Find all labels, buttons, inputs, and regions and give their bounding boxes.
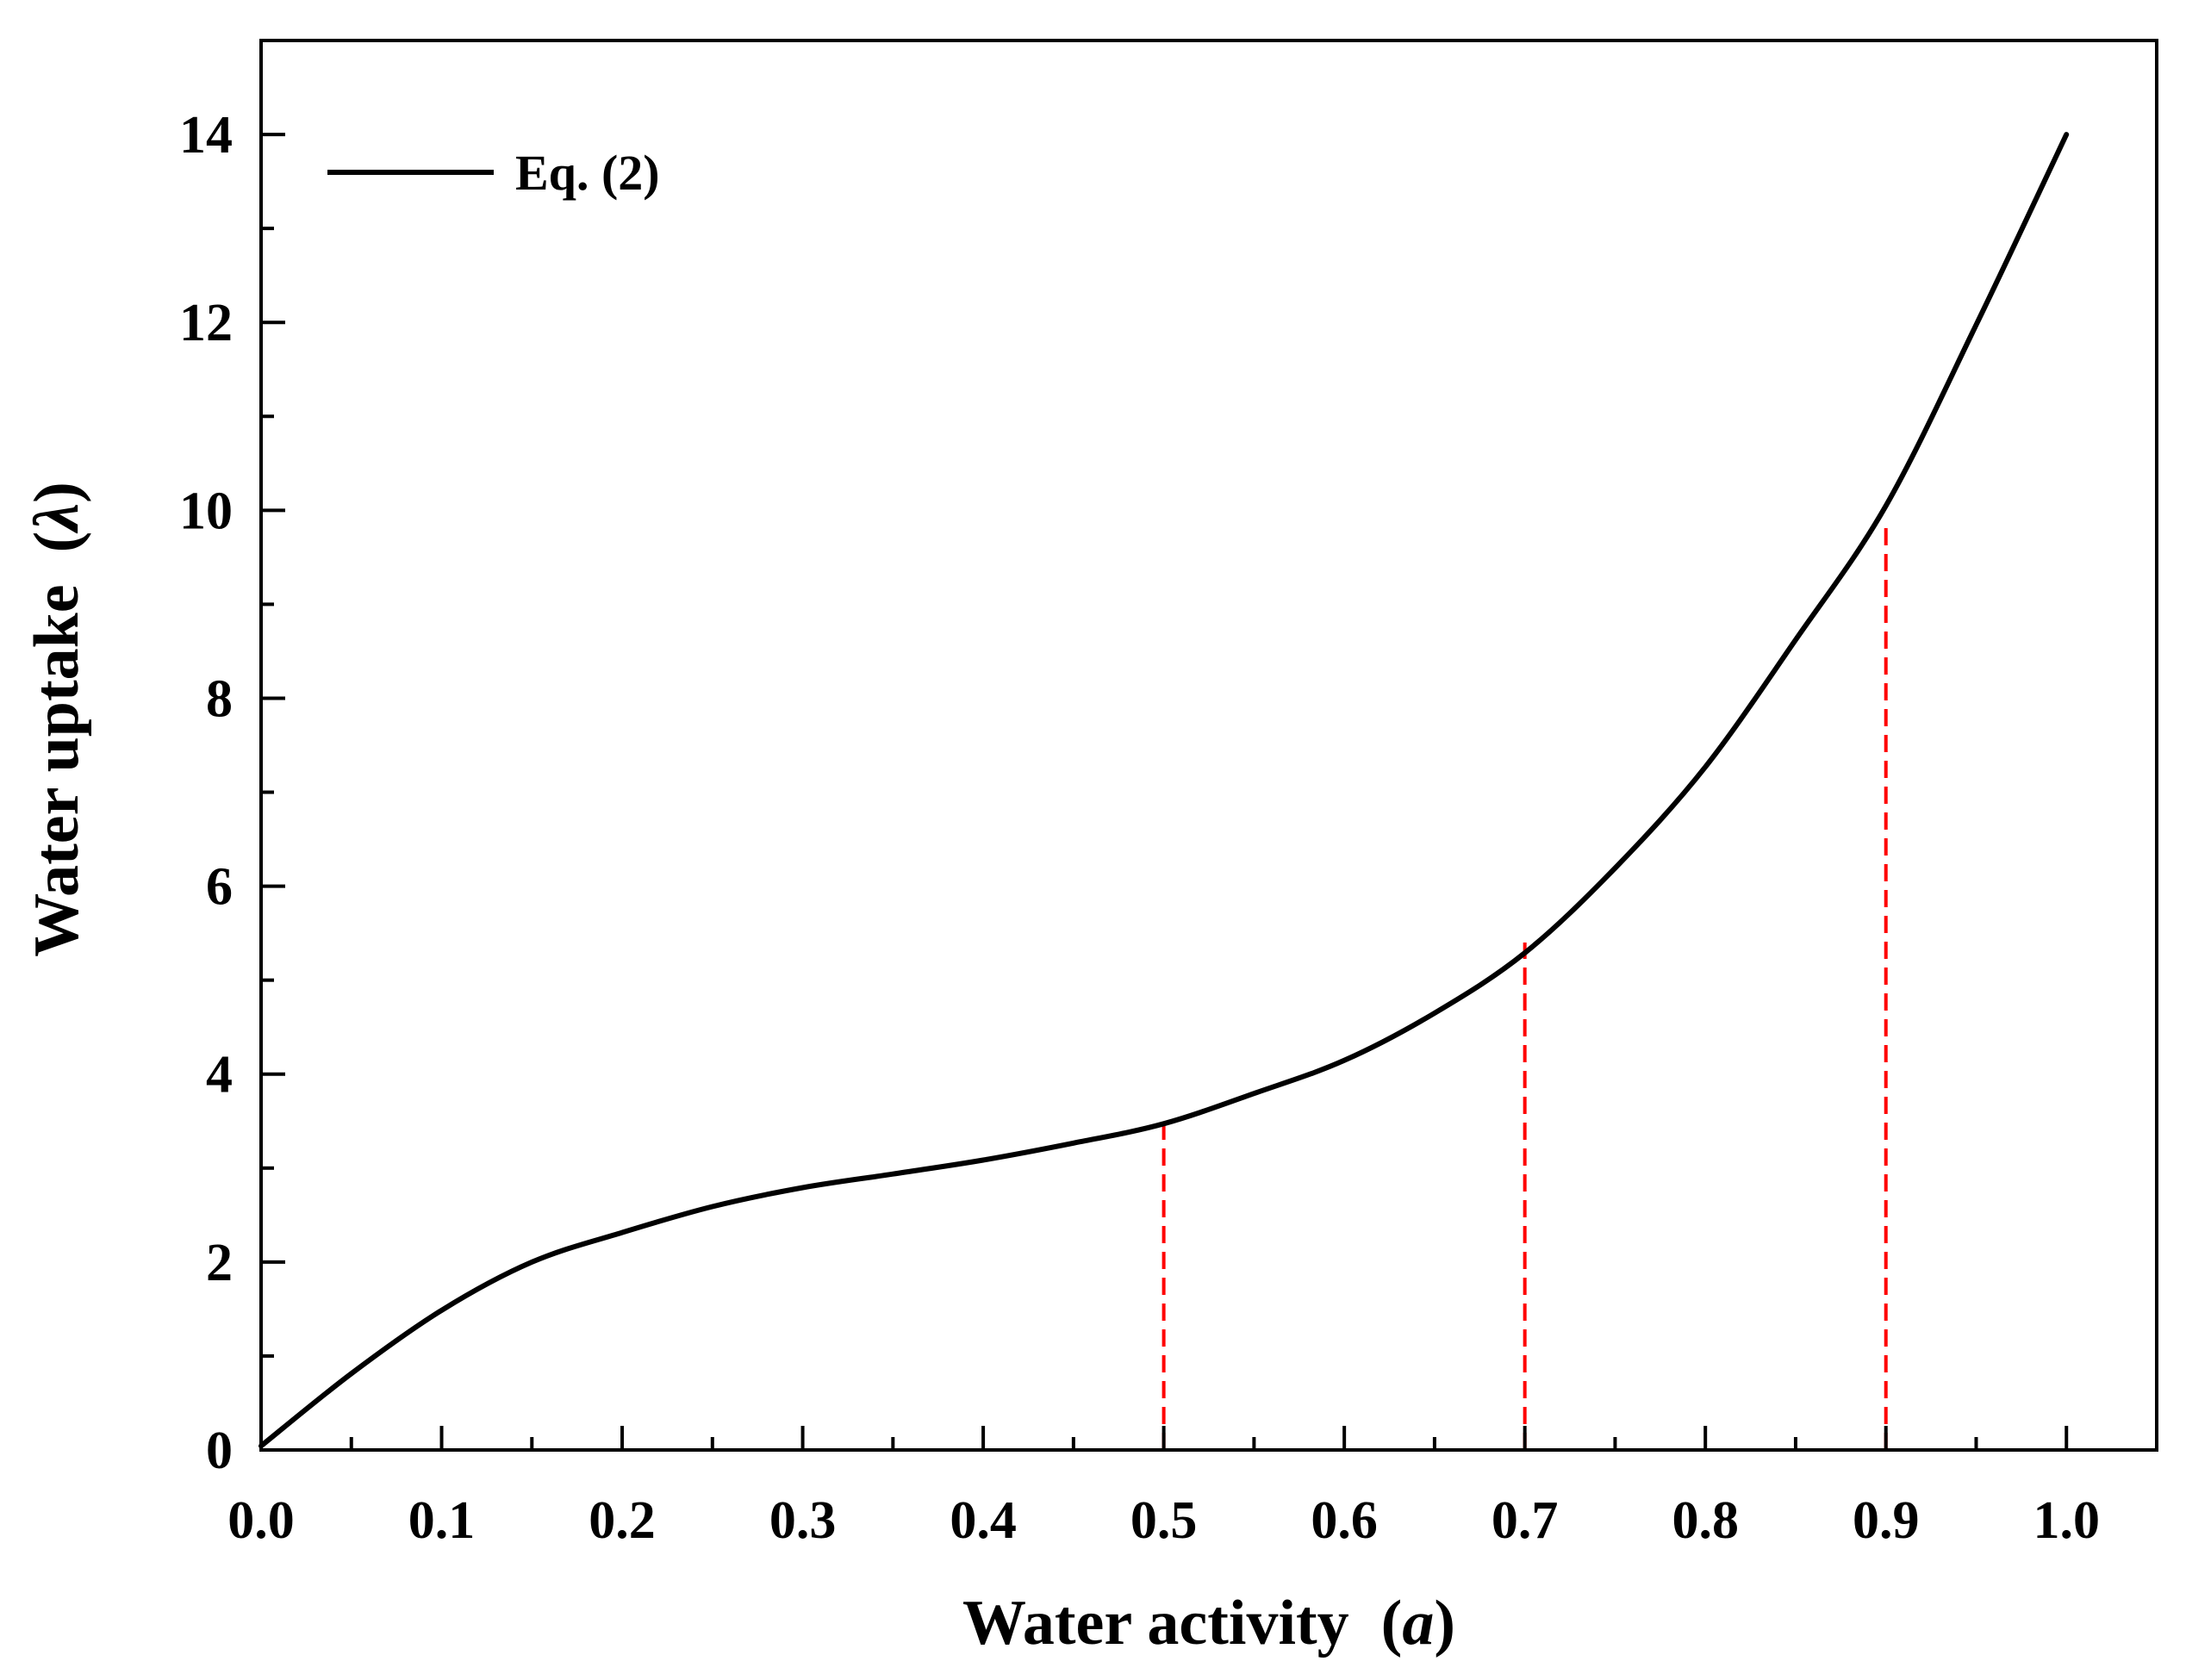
x-tick-label: 0.3 <box>769 1491 837 1550</box>
series-line-eq2 <box>258 132 2070 1449</box>
y-tick-label: 4 <box>206 1046 233 1104</box>
y-axis-title-paren-open: ( <box>22 532 92 585</box>
x-axis-title-symbol: a <box>1402 1588 1434 1658</box>
x-axis-title-paren-close: ) <box>1434 1588 1455 1658</box>
x-tick-label: 0.8 <box>1672 1491 1739 1550</box>
legend: Eq. (2) <box>327 145 660 201</box>
y-axis-title-paren-close: ) <box>22 482 92 503</box>
series-layer <box>258 132 2070 1449</box>
y-axis-title-symbol: λ <box>22 503 92 534</box>
x-tick-label: 0.7 <box>1492 1491 1559 1550</box>
legend-label-eq2: Eq. (2) <box>515 145 660 201</box>
y-axis-title-text: Water uptake <box>22 584 92 956</box>
x-tick-label: 0.1 <box>408 1491 476 1550</box>
x-tick-label: 0.0 <box>227 1491 295 1550</box>
x-axis-title: Water activity (a) <box>962 1588 1455 1658</box>
x-axis-title-paren-open: ( <box>1349 1588 1403 1658</box>
x-tick-label: 0.5 <box>1130 1491 1198 1550</box>
x-tick-label: 0.2 <box>589 1491 656 1550</box>
y-axis-title: Water uptake (λ) <box>22 482 92 957</box>
x-axis: 0.0 0.1 0.2 0.3 0.4 0.5 0.6 0.7 0.8 0.9 1.0 <box>227 1426 2100 1550</box>
y-tick-label: 12 <box>179 294 233 352</box>
y-tick-label: 2 <box>206 1234 233 1292</box>
y-tick-label: 0 <box>206 1422 233 1480</box>
x-tick-label: 0.9 <box>1853 1491 1920 1550</box>
reference-lines <box>1162 520 1888 1450</box>
x-tick-label: 0.4 <box>950 1491 1017 1550</box>
y-axis: 0 2 4 6 8 10 12 14 <box>179 106 285 1480</box>
x-tick-label: 1.0 <box>2033 1491 2100 1550</box>
plot-frame <box>259 39 2158 1452</box>
x-tick-label: 0.6 <box>1311 1491 1378 1550</box>
y-tick-label: 14 <box>179 106 233 165</box>
y-tick-label: 8 <box>206 669 233 728</box>
y-tick-label: 6 <box>206 858 233 917</box>
y-tick-label: 10 <box>179 482 233 540</box>
x-axis-title-text: Water activity <box>962 1588 1349 1658</box>
